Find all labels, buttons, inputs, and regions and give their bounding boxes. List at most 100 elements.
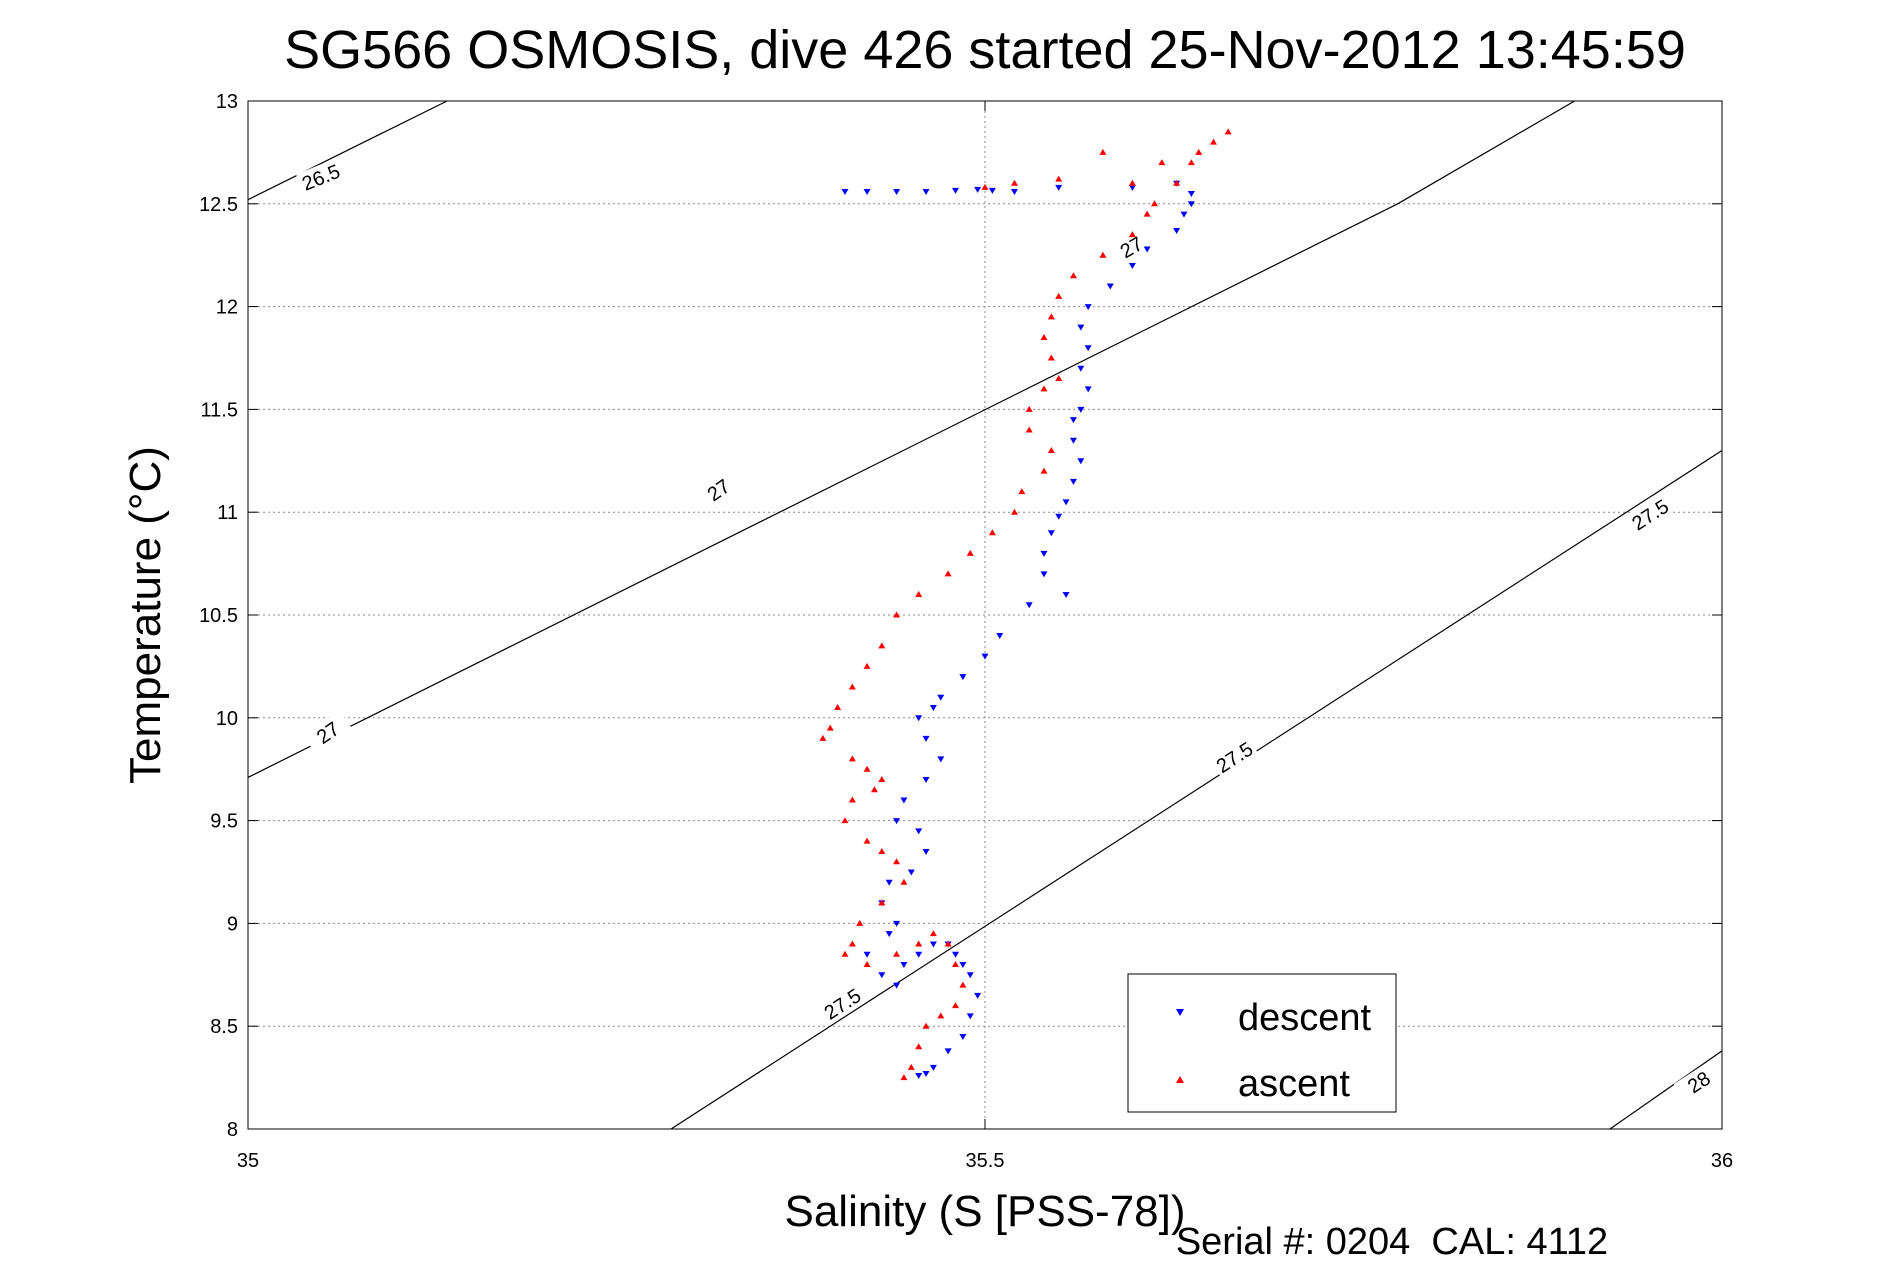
ascent-point [848, 940, 856, 947]
ascent-point [878, 775, 886, 782]
ascent-point [848, 683, 856, 690]
axis-ticks: 35 35.5 36 8 8.5 9 9.5 10 10.5 11 11.5 12 12.5 13 [199, 91, 1733, 1172]
descent-point [922, 735, 930, 742]
ascent-point [988, 529, 996, 536]
descent-point [959, 1033, 967, 1040]
y-tick-label: 12 [216, 297, 238, 319]
descent-point [1106, 283, 1114, 290]
y-tick-label: 13 [216, 91, 238, 113]
contour-label-bg [693, 467, 743, 511]
x-tick-label: 35 [237, 1150, 259, 1172]
descent-point [1077, 406, 1085, 413]
y-tick-label: 11 [217, 502, 238, 524]
contour-label-bg [1673, 1060, 1723, 1103]
x-tick-label: 35.5 [966, 1150, 1005, 1172]
contour-label-bg [1625, 492, 1675, 536]
descent-point [966, 972, 974, 979]
ascent-point [944, 570, 952, 577]
descent-point [1084, 345, 1092, 352]
ascent-point [1010, 179, 1018, 186]
descent-point [863, 951, 871, 958]
density-contour-line [1609, 1050, 1723, 1130]
ascent-point [826, 724, 834, 731]
descent-point [929, 1064, 937, 1071]
descent-point [1025, 602, 1033, 609]
ascent-point [1128, 179, 1136, 186]
descent-point [974, 186, 982, 193]
ascent-point [966, 549, 974, 556]
descent-point [1040, 550, 1048, 557]
ascent-point [841, 817, 849, 824]
y-tick-label: 9 [227, 913, 238, 935]
y-tick-label: 11.5 [201, 399, 238, 421]
legend-box [1127, 973, 1397, 1113]
descent-point [1143, 246, 1151, 253]
ascent-point [1099, 251, 1107, 258]
density-contour-line [247, 203, 1398, 778]
ascent-point [1069, 272, 1077, 279]
legend: descent ascent [1127, 973, 1397, 1113]
ascent-point [819, 734, 827, 741]
descent-point [1077, 365, 1085, 372]
ascent-point [841, 950, 849, 957]
ascent-point [952, 961, 960, 968]
descent-point [1010, 188, 1018, 195]
ascent-point [1040, 333, 1048, 340]
ascent-point [863, 765, 871, 772]
ascent-point [1025, 426, 1033, 433]
descent-point [1047, 530, 1055, 537]
descent-point [915, 715, 923, 722]
ascent-point [1224, 128, 1232, 135]
contour-label-bg [1209, 735, 1259, 778]
ascent-point [1055, 375, 1063, 382]
density-contour-line [247, 100, 448, 201]
ascent-point [848, 796, 856, 803]
descent-point [863, 188, 871, 195]
descent-point [1069, 478, 1077, 485]
descent-point [922, 848, 930, 855]
descent-point [1055, 513, 1063, 520]
ascent-point [944, 940, 952, 947]
descent-point [944, 1048, 952, 1055]
ascent-point [1151, 200, 1159, 207]
legend-descent-label: descent [1238, 997, 1372, 1039]
ascent-point [863, 837, 871, 844]
descent-point [966, 1013, 974, 1020]
ascent-point [937, 1012, 945, 1019]
ascent-point [878, 642, 886, 649]
ascent-point [981, 183, 989, 190]
ascent-point [1047, 447, 1055, 454]
descent-point [885, 931, 893, 938]
descent-point [900, 797, 908, 804]
ascent-point [834, 704, 842, 711]
ascent-point [1055, 292, 1063, 299]
descent-point [1128, 184, 1136, 191]
descent-point [937, 694, 945, 701]
contour-label-bg [303, 710, 352, 754]
chart-title: SG566 OSMOSIS, dive 426 started 25-Nov-2… [284, 20, 1686, 80]
ascent-point [929, 930, 937, 937]
descent-point [885, 879, 893, 886]
ascent-point [907, 1063, 915, 1070]
legend-ascent-marker [1176, 1076, 1184, 1083]
y-tick-label: 9.5 [210, 811, 238, 833]
descent-point [929, 705, 937, 712]
descent-point [922, 188, 930, 195]
data-points [819, 128, 1232, 1081]
descent-point [1055, 184, 1063, 191]
descent-point [1062, 591, 1070, 598]
ascent-point [1099, 148, 1107, 155]
ascent-point [952, 1002, 960, 1009]
density-contour-line [1397, 100, 1575, 205]
descent-point [878, 972, 886, 979]
ascent-point [915, 940, 923, 947]
ascent-point [863, 662, 871, 669]
descent-point [1062, 499, 1070, 506]
ascent-point [893, 858, 901, 865]
ascent-point [1173, 179, 1181, 186]
descent-point [922, 1070, 930, 1077]
descent-point [1187, 191, 1195, 198]
